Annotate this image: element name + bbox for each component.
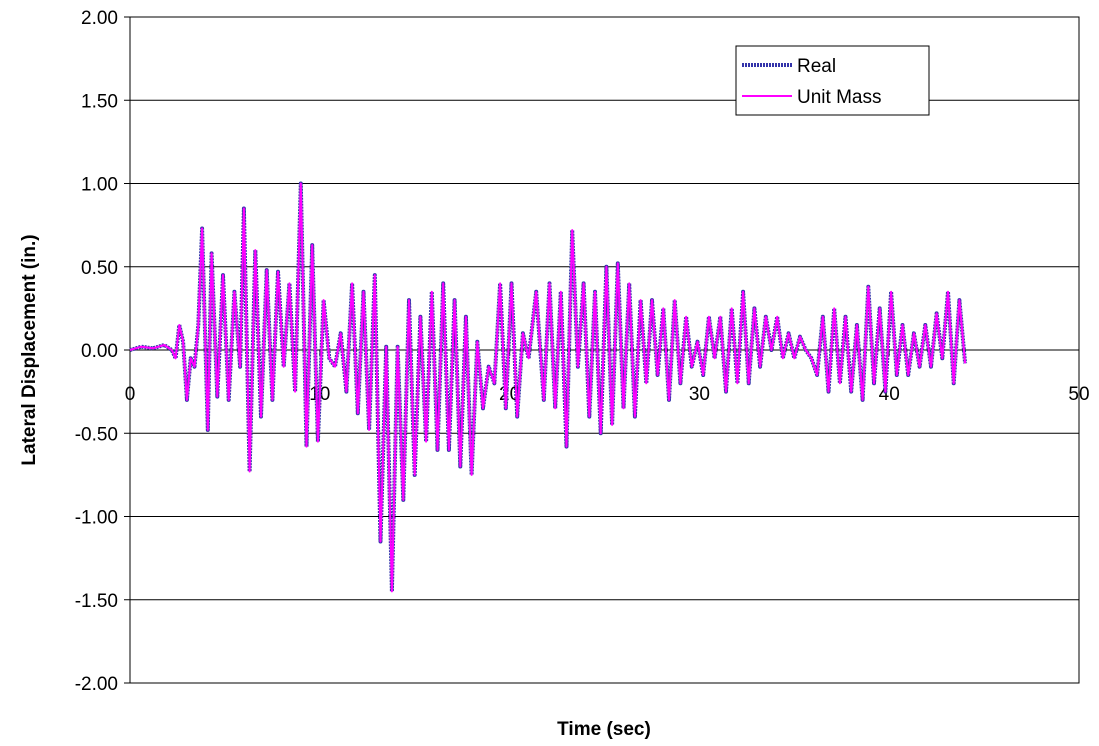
x-tick-label: 50 <box>1068 384 1089 405</box>
y-tick-label: -0.50 <box>75 424 118 445</box>
y-tick-label: -1.50 <box>75 591 118 612</box>
y-tick-label: 2.00 <box>81 8 118 29</box>
y-tick-label: 0.50 <box>81 258 118 279</box>
x-tick-label: 30 <box>689 384 710 405</box>
y-tick-label: -2.00 <box>75 674 118 695</box>
legend-label-unit-mass: Unit Mass <box>797 87 881 108</box>
y-tick-label: 1.50 <box>81 91 118 112</box>
series-line-unit-mass <box>129 182 967 593</box>
y-axis-ticks: 2.00 1.50 1.00 0.50 0.00 -0.50 -1.00 -1.50 -2.00 <box>75 8 130 695</box>
legend-box <box>735 45 930 116</box>
series-layer <box>129 181 968 594</box>
y-axis-title: Lateral Displacement (in.) <box>19 234 40 465</box>
x-tick-label: 40 <box>879 384 900 405</box>
y-tick-label: -1.00 <box>75 508 118 529</box>
y-tick-label: 0.00 <box>81 341 118 362</box>
y-tick-label: 1.00 <box>81 175 118 196</box>
x-tick-label: 0 <box>125 384 136 405</box>
x-axis-title: Time (sec) <box>557 719 651 740</box>
legend-label-real: Real <box>797 56 836 77</box>
legend: Real Unit Mass <box>735 45 930 116</box>
